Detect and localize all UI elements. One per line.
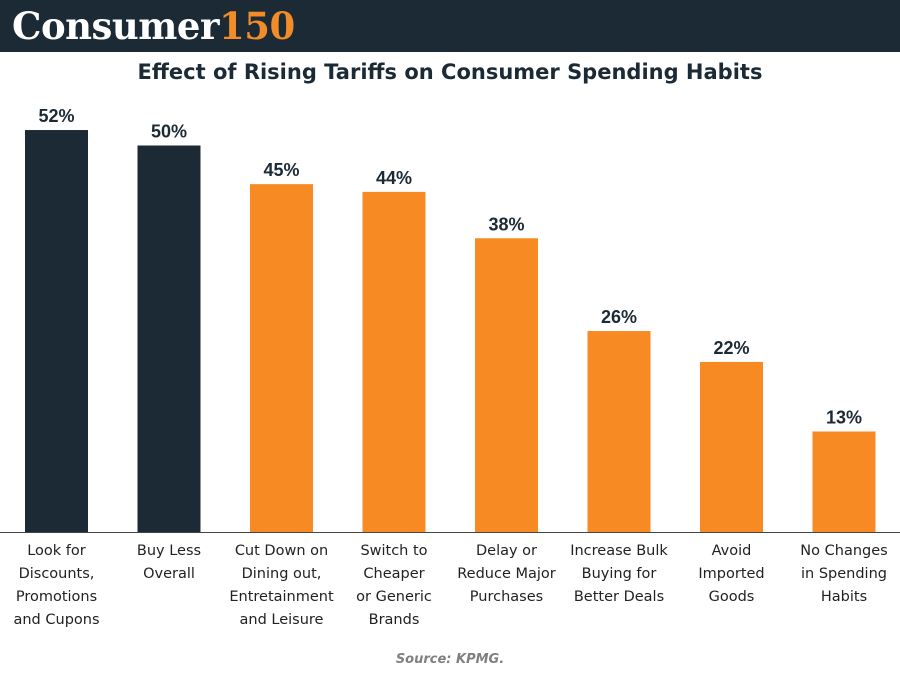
value-label-1: 52%: [38, 106, 74, 126]
category-label-8-line-2: in Spending: [801, 566, 887, 582]
category-label-3-line-2: Dining out,: [242, 566, 322, 582]
bar-chart: 52% Look for Discounts, Promotions and Cupon…: [0, 106, 900, 628]
value-label-6: 26%: [601, 307, 637, 327]
category-label-5-line-2: Reduce Major: [457, 566, 556, 582]
category-label-7-line-1: Avoid: [712, 543, 752, 559]
category-label-8-line-3: Habits: [821, 589, 867, 605]
category-label-6-line-2: Buying for: [582, 566, 657, 582]
category-label-4-line-3: or Generic: [356, 589, 432, 605]
category-label-1-line-4: and Cupons: [13, 612, 99, 628]
category-label-3-line-4: and Leisure: [240, 612, 324, 628]
bar-2: [137, 145, 201, 532]
category-label-2-line-1: Buy Less: [137, 543, 201, 559]
category-label-3-line-1: Cut Down on: [235, 543, 328, 559]
category-label-2-line-2: Overall: [143, 566, 195, 582]
bar-1: [25, 130, 88, 533]
category-label-7-line-2: Imported: [698, 566, 764, 582]
bar-7: [700, 361, 763, 532]
category-label-6-line-3: Better Deals: [574, 589, 664, 605]
category-label-4-line-2: Cheaper: [363, 566, 424, 582]
value-label-4: 44%: [376, 168, 412, 188]
bar-4: [362, 191, 426, 532]
category-label-4-line-1: Switch to: [360, 543, 427, 559]
logo-word: Consumer: [12, 4, 219, 48]
logo-number: 150: [218, 4, 295, 48]
category-label-6-line-1: Increase Bulk: [570, 543, 668, 559]
category-label-1-line-2: Discounts,: [19, 566, 95, 582]
bar-8: [812, 431, 876, 532]
category-label-5-line-3: Purchases: [470, 589, 543, 605]
value-label-3: 45%: [263, 160, 299, 180]
category-label-4-line-4: Brands: [369, 612, 420, 628]
value-label-7: 22%: [713, 338, 749, 358]
value-label-2: 50%: [151, 122, 187, 142]
bar-5: [475, 238, 538, 532]
value-label-8: 13%: [826, 408, 862, 428]
logo: Consumer150: [12, 2, 295, 50]
category-label-1-line-1: Look for: [27, 543, 86, 559]
category-label-7-line-3: Goods: [709, 589, 755, 605]
bar-6: [587, 331, 651, 532]
category-label-3-line-3: Entretainment: [229, 589, 334, 605]
source-note: Source: KPMG.: [395, 652, 505, 667]
bar-3: [250, 184, 313, 532]
category-label-5-line-1: Delay or: [476, 543, 537, 559]
chart-title: Effect of Rising Tariffs on Consumer Spe…: [137, 60, 763, 84]
value-label-5: 38%: [488, 214, 524, 234]
category-label-1-line-3: Promotions: [16, 589, 97, 605]
header-bar: Consumer150: [0, 0, 900, 52]
category-label-8-line-1: No Changes: [800, 543, 887, 559]
